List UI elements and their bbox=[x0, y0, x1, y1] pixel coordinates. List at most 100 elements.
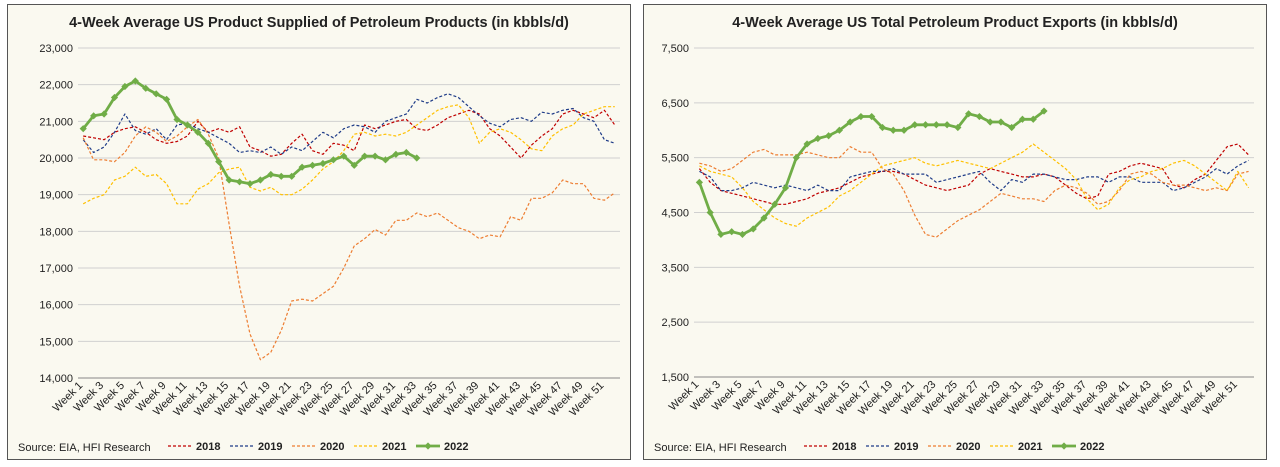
y-tick-label: 23,000 bbox=[39, 43, 73, 55]
data-point-2022 bbox=[889, 126, 897, 134]
data-point-2022 bbox=[350, 161, 358, 169]
data-point-2022 bbox=[392, 150, 400, 158]
data-point-2022 bbox=[288, 172, 296, 180]
data-point-2022 bbox=[173, 115, 181, 124]
data-point-2022 bbox=[792, 154, 800, 162]
legend-label-2021: 2021 bbox=[1018, 441, 1042, 453]
series-line-2022 bbox=[82, 79, 418, 186]
series-line-2019 bbox=[699, 159, 1249, 192]
y-tick-label: 15,000 bbox=[39, 336, 73, 348]
data-point-2022 bbox=[121, 82, 129, 91]
data-point-2022 bbox=[246, 180, 254, 188]
data-point-2022 bbox=[340, 152, 348, 160]
y-tick-label: 19,000 bbox=[39, 190, 73, 202]
data-point-2022 bbox=[361, 152, 369, 160]
y-tick-label: 16,000 bbox=[39, 300, 73, 312]
series-line-2020 bbox=[82, 118, 616, 361]
data-point-2022 bbox=[932, 121, 940, 129]
data-point-2022 bbox=[90, 112, 98, 120]
y-tick-label: 6,500 bbox=[661, 98, 689, 110]
data-point-2022 bbox=[277, 172, 285, 180]
y-tick-label: 1,500 bbox=[661, 372, 689, 384]
y-tick-label: 7,500 bbox=[661, 43, 689, 55]
legend-label-2019: 2019 bbox=[258, 441, 282, 453]
legend-marker-2022 bbox=[1060, 442, 1068, 450]
series-line-2018 bbox=[698, 143, 1250, 205]
data-point-2022 bbox=[695, 178, 703, 186]
chart-svg: 4-Week Average US Total Petroleum Produc… bbox=[654, 15, 1254, 454]
data-point-2022 bbox=[1018, 115, 1027, 123]
legend-label-2018: 2018 bbox=[832, 441, 856, 453]
data-point-2022 bbox=[771, 200, 779, 208]
series-line-2021 bbox=[699, 143, 1250, 227]
data-point-2022 bbox=[225, 176, 233, 184]
data-point-2022 bbox=[308, 161, 317, 169]
y-tick-label: 21,000 bbox=[39, 116, 73, 128]
data-point-2022 bbox=[152, 90, 160, 98]
series-line-2020 bbox=[699, 146, 1249, 238]
data-point-2022 bbox=[319, 159, 327, 168]
data-point-2022 bbox=[878, 123, 887, 132]
data-point-2022 bbox=[943, 121, 951, 129]
legend-label-2021: 2021 bbox=[382, 441, 406, 453]
data-point-2022 bbox=[298, 163, 306, 171]
data-point-2022 bbox=[1029, 115, 1037, 123]
legend-label-2020: 2020 bbox=[320, 441, 344, 453]
y-tick-label: 22,000 bbox=[39, 80, 73, 92]
data-point-2022 bbox=[900, 126, 908, 134]
chart-svg: 4-Week Average US Product Supplied of Pe… bbox=[18, 15, 620, 454]
legend-label-2022: 2022 bbox=[1080, 441, 1104, 453]
data-point-2022 bbox=[954, 123, 962, 132]
data-point-2022 bbox=[749, 225, 757, 233]
data-point-2022 bbox=[162, 95, 171, 103]
y-tick-label: 4,500 bbox=[661, 208, 689, 220]
product-exports-chart: 4-Week Average US Total Petroleum Produc… bbox=[643, 4, 1267, 460]
product-supplied-chart: 4-Week Average US Product Supplied of Pe… bbox=[7, 4, 631, 460]
series-line-2022 bbox=[698, 109, 1045, 236]
data-point-2022 bbox=[1008, 123, 1016, 132]
data-point-2022 bbox=[235, 178, 244, 186]
legend-marker-2022 bbox=[424, 442, 432, 450]
series-line-2018 bbox=[83, 109, 616, 159]
data-point-2022 bbox=[738, 230, 747, 239]
y-tick-label: 14,000 bbox=[39, 373, 73, 385]
legend-label-2020: 2020 bbox=[956, 441, 980, 453]
chart-title: 4-Week Average US Product Supplied of Pe… bbox=[69, 15, 569, 31]
y-tick-label: 17,000 bbox=[39, 263, 73, 275]
data-point-2022 bbox=[371, 152, 379, 160]
data-point-2022 bbox=[329, 156, 337, 164]
y-tick-label: 3,500 bbox=[661, 262, 689, 274]
series-line-2019 bbox=[82, 93, 615, 155]
data-point-2022 bbox=[760, 214, 768, 222]
data-point-2022 bbox=[921, 121, 930, 129]
source-note: Source: EIA, HFI Research bbox=[654, 442, 787, 454]
legend-label-2019: 2019 bbox=[894, 441, 918, 453]
data-point-2022 bbox=[965, 110, 973, 118]
y-tick-label: 20,000 bbox=[39, 153, 73, 165]
data-point-2022 bbox=[215, 158, 223, 166]
data-point-2022 bbox=[79, 125, 87, 133]
chart-title: 4-Week Average US Total Petroleum Produc… bbox=[732, 15, 1178, 31]
data-point-2022 bbox=[183, 121, 192, 129]
source-note: Source: EIA, HFI Research bbox=[18, 442, 151, 454]
data-point-2022 bbox=[381, 156, 390, 164]
y-tick-label: 5,500 bbox=[661, 153, 689, 165]
data-point-2022 bbox=[131, 77, 139, 85]
series-line-2021 bbox=[82, 104, 615, 205]
data-point-2022 bbox=[868, 112, 876, 121]
data-point-2022 bbox=[728, 228, 736, 236]
data-point-2022 bbox=[911, 121, 919, 129]
data-point-2022 bbox=[986, 118, 994, 126]
data-point-2022 bbox=[194, 128, 202, 136]
data-point-2022 bbox=[402, 148, 410, 157]
data-point-2022 bbox=[781, 184, 790, 192]
legend-label-2018: 2018 bbox=[196, 441, 220, 453]
legend-label-2022: 2022 bbox=[444, 441, 468, 453]
y-tick-label: 2,500 bbox=[661, 317, 689, 329]
data-point-2022 bbox=[413, 154, 421, 162]
data-point-2022 bbox=[997, 118, 1005, 126]
data-point-2022 bbox=[110, 93, 119, 102]
data-point-2022 bbox=[975, 112, 983, 121]
y-tick-label: 18,000 bbox=[39, 226, 73, 238]
data-point-2022 bbox=[267, 170, 275, 179]
